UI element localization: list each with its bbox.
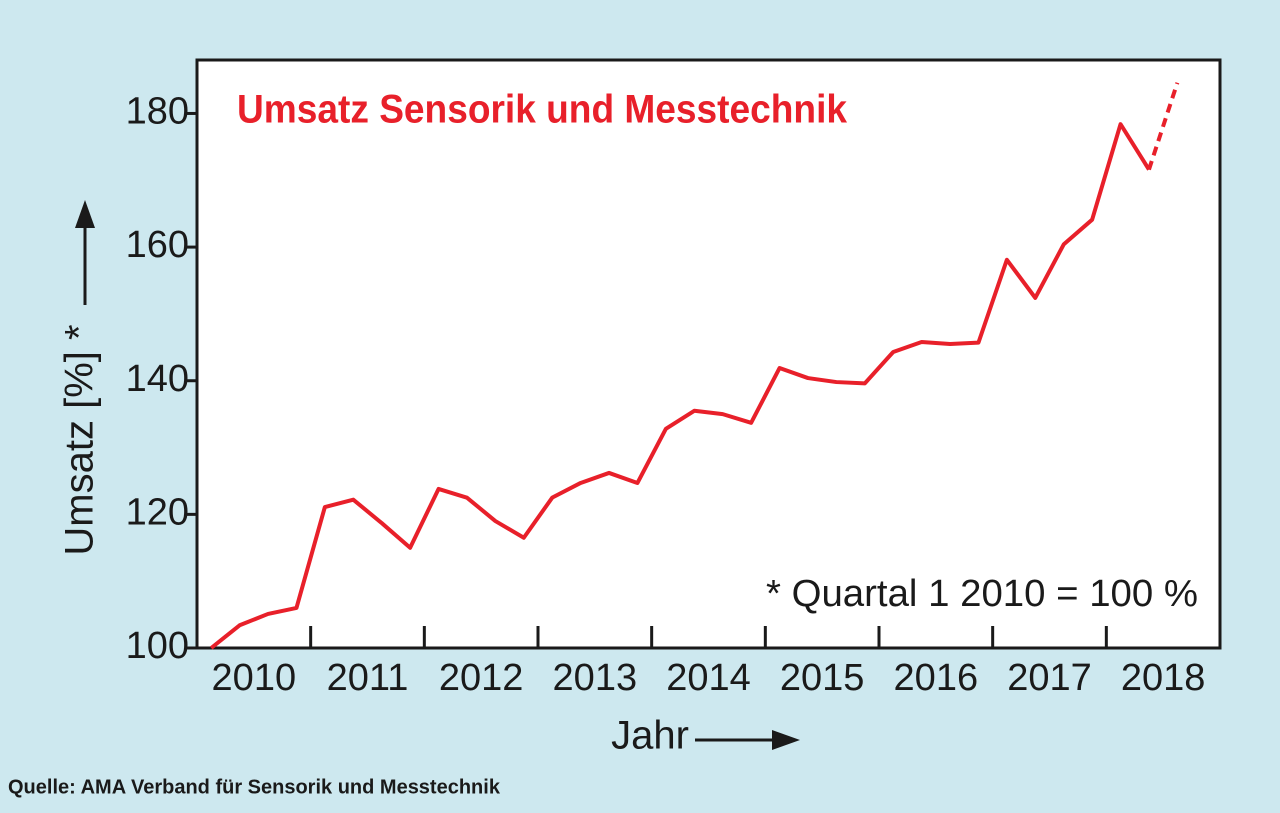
chart-title: Umsatz Sensorik und Messtechnik <box>237 88 848 132</box>
plot-area <box>195 58 1222 650</box>
x-tick-label: 2013 <box>553 657 638 699</box>
x-tick-label: 2016 <box>894 657 979 699</box>
y-arrow-head <box>75 200 95 228</box>
x-tick-label: 2018 <box>1121 657 1206 699</box>
y-tick-label: 160 <box>126 224 189 266</box>
x-tick-label: 2014 <box>666 657 751 699</box>
x-tick-label: 2015 <box>780 657 865 699</box>
x-tick-label: 2012 <box>439 657 524 699</box>
y-tick-label: 120 <box>126 491 189 533</box>
y-axis-label: Umsatz [%] * <box>58 324 102 555</box>
y-tick-label: 180 <box>126 90 189 132</box>
x-tick-label: 2010 <box>212 657 297 699</box>
x-axis-label: Jahr <box>611 714 689 758</box>
source: Quelle: AMA Verband für Sensorik und Mes… <box>8 776 501 798</box>
y-tick-label: 140 <box>126 358 189 400</box>
x-tick-label: 2017 <box>1007 657 1092 699</box>
line-projection <box>1147 82 1180 171</box>
y-tick-label: 100 <box>126 625 189 667</box>
x-arrow-head <box>772 730 800 750</box>
annotation: * Quartal 1 2010 = 100 % <box>766 573 1198 615</box>
x-tick-label: 2011 <box>327 657 409 699</box>
line <box>209 122 1151 650</box>
